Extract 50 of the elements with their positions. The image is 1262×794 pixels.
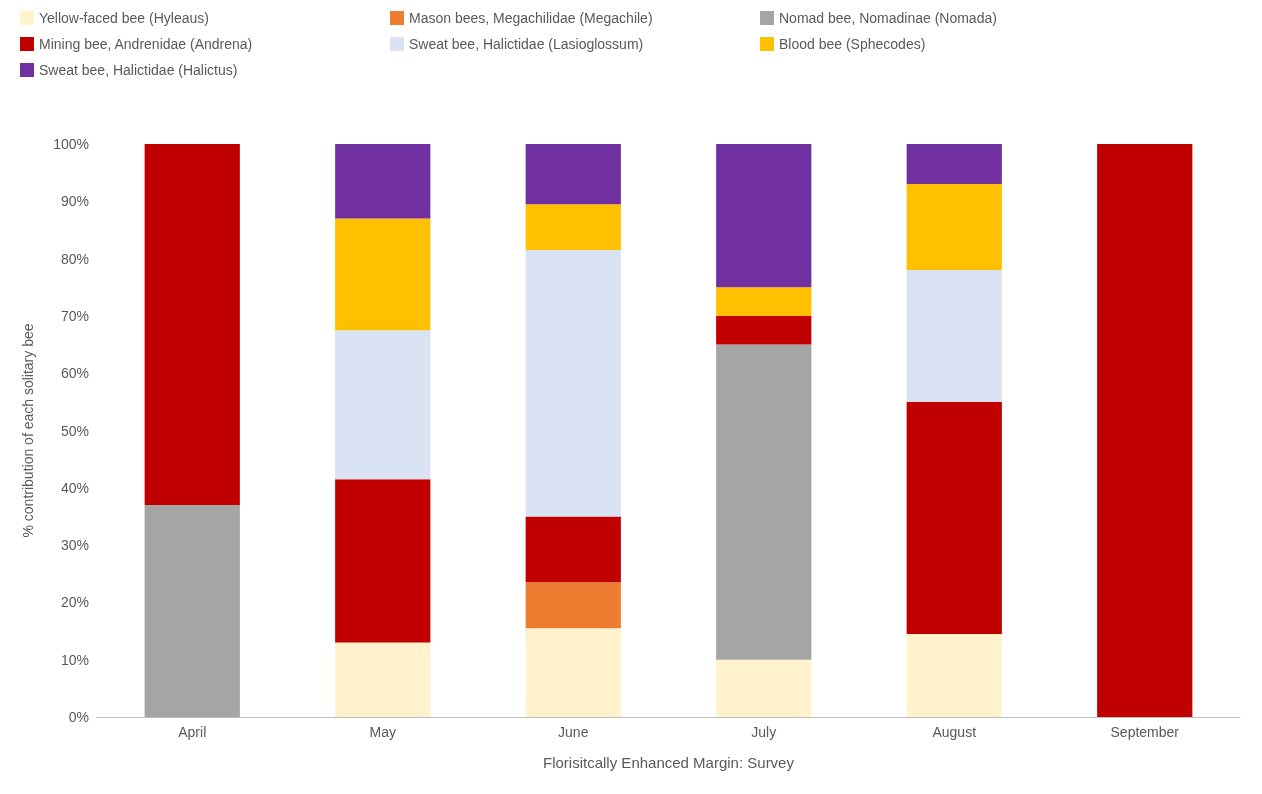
legend-label: Mining bee, Andrenidae (Andrena) [39, 36, 253, 52]
bar [525, 250, 621, 517]
x-tick-label: July [751, 724, 777, 740]
y-tick-label: 100% [53, 136, 89, 152]
bar [906, 144, 1002, 185]
y-tick-label: 10% [60, 651, 89, 668]
bar [716, 287, 812, 316]
y-tick-label: 90% [60, 193, 89, 210]
y-axis-title: % contribution of each solitary bee [20, 323, 36, 538]
bar [716, 344, 812, 660]
bar [525, 516, 621, 583]
bar [716, 315, 812, 345]
bar [525, 204, 621, 251]
bar [335, 330, 431, 480]
bar [906, 401, 1002, 634]
y-tick-label: 30% [60, 537, 89, 554]
bar [716, 659, 812, 717]
bar [525, 582, 621, 629]
bar [335, 144, 431, 219]
bar [716, 144, 812, 288]
bar [335, 218, 431, 331]
bar [144, 504, 240, 717]
x-axis-title: Florisitcally Enhanced Margin: Survey [543, 754, 795, 771]
y-tick-label: 70% [60, 307, 89, 324]
y-tick-label: 0% [68, 709, 89, 725]
bar [525, 628, 621, 717]
legend-label: Nomad bee, Nomadinae (Nomada) [779, 10, 997, 26]
y-tick-label: 20% [60, 594, 89, 611]
y-tick-label: 80% [60, 250, 89, 267]
x-tick-label: May [369, 724, 396, 740]
x-tick-label: April [178, 724, 207, 740]
bar [1097, 144, 1193, 717]
legend-label: Sweat bee, Halictidae (Lasioglossum) [409, 36, 644, 52]
legend-label: Yellow-faced bee (Hyleaus) [39, 10, 209, 26]
x-tick-label: September [1110, 724, 1180, 740]
y-tick-label: 40% [60, 479, 89, 496]
bar [335, 479, 431, 643]
bar [335, 642, 431, 717]
legend-label: Blood bee (Sphecodes) [779, 36, 926, 52]
y-tick-label: 50% [60, 422, 89, 439]
bar [525, 144, 621, 205]
x-tick-label: August [932, 724, 977, 740]
y-tick-label: 60% [60, 365, 89, 382]
bar [144, 144, 240, 505]
bar [906, 184, 1002, 271]
legend-label: Mason bees, Megachilidae (Megachile) [409, 10, 653, 26]
bar [906, 270, 1002, 402]
bar [906, 633, 1002, 717]
legend-label: Sweat bee, Halictidae (Halictus) [39, 62, 238, 78]
x-tick-label: June [558, 724, 589, 740]
